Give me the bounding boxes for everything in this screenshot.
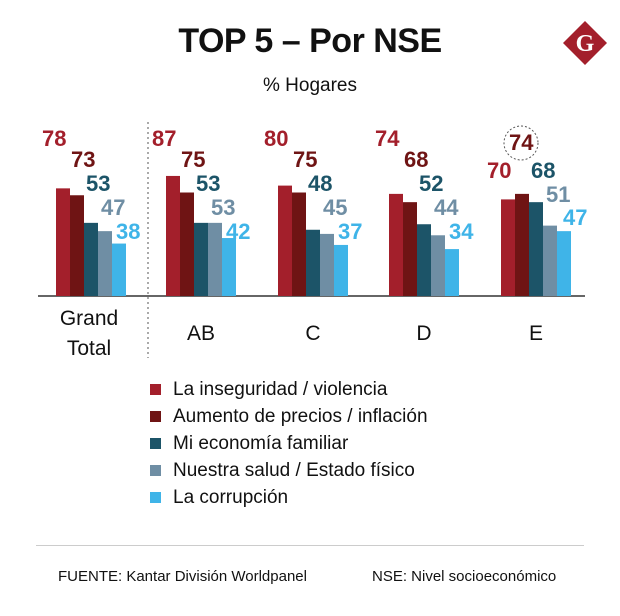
bar-chart: 7873534738GrandTotal8775535342AB80754845… bbox=[38, 122, 587, 360]
bar bbox=[56, 188, 70, 296]
data-label: 74 bbox=[509, 130, 534, 155]
data-label: 45 bbox=[323, 195, 347, 220]
bar bbox=[501, 199, 515, 296]
data-label: 68 bbox=[531, 158, 555, 183]
bar bbox=[543, 225, 557, 296]
bar bbox=[222, 238, 236, 296]
bar bbox=[557, 231, 571, 296]
data-label: 68 bbox=[404, 147, 428, 172]
bar bbox=[306, 229, 320, 296]
legend-label: Nuestra salud / Estado físico bbox=[173, 459, 415, 481]
chart-subtitle: % Hogares bbox=[263, 75, 357, 96]
x-tick-label: D bbox=[416, 322, 431, 345]
data-label: 44 bbox=[434, 195, 459, 220]
bar bbox=[334, 244, 348, 296]
bar bbox=[166, 175, 180, 296]
data-label: 47 bbox=[101, 195, 125, 220]
data-label: 74 bbox=[375, 126, 400, 151]
data-label: 78 bbox=[42, 126, 66, 151]
data-label: 53 bbox=[211, 195, 235, 220]
legend-item: Aumento de precios / inflación bbox=[150, 403, 428, 430]
data-label: 51 bbox=[546, 182, 570, 207]
bar bbox=[320, 233, 334, 296]
x-tick-label: E bbox=[529, 322, 543, 345]
data-label: 70 bbox=[487, 158, 511, 183]
nse-note: NSE: Nivel socioeconómico bbox=[372, 568, 557, 585]
data-label: 87 bbox=[152, 126, 176, 151]
data-label: 75 bbox=[293, 147, 317, 172]
bar bbox=[180, 192, 194, 296]
source-note: FUENTE: Kantar División Worldpanel bbox=[58, 568, 307, 585]
legend-label: Mi economía familiar bbox=[173, 432, 349, 454]
legend-swatch bbox=[150, 465, 161, 476]
bar bbox=[70, 195, 84, 296]
logo-letter: G bbox=[576, 31, 595, 57]
bar bbox=[417, 224, 431, 296]
legend-item: La inseguridad / violencia bbox=[150, 376, 428, 403]
bar bbox=[445, 249, 459, 296]
x-tick-label: Total bbox=[67, 337, 111, 360]
data-label: 52 bbox=[419, 171, 443, 196]
legend-swatch bbox=[150, 384, 161, 395]
legend-label: La corrupción bbox=[173, 486, 289, 508]
bar bbox=[208, 222, 222, 296]
data-label: 48 bbox=[308, 171, 332, 196]
x-tick-label: AB bbox=[187, 322, 215, 345]
data-label: 73 bbox=[71, 147, 95, 172]
data-label: 34 bbox=[449, 219, 474, 244]
brand-logo-icon: G bbox=[563, 21, 607, 65]
data-label: 47 bbox=[563, 205, 587, 230]
legend-item: Mi economía familiar bbox=[150, 430, 428, 457]
legend-item: Nuestra salud / Estado físico bbox=[150, 457, 428, 484]
bar bbox=[292, 192, 306, 296]
bar bbox=[278, 185, 292, 296]
legend-swatch bbox=[150, 492, 161, 503]
data-label: 80 bbox=[264, 126, 288, 151]
data-label: 38 bbox=[116, 219, 140, 244]
bar bbox=[84, 222, 98, 296]
legend-label: Aumento de precios / inflación bbox=[173, 405, 428, 427]
bar bbox=[403, 202, 417, 296]
annotation-circle bbox=[503, 125, 539, 161]
bar bbox=[529, 202, 543, 296]
legend: La inseguridad / violencia Aumento de pr… bbox=[150, 376, 428, 511]
data-label: 53 bbox=[196, 171, 220, 196]
data-label: 75 bbox=[181, 147, 205, 172]
bar bbox=[389, 193, 403, 296]
bar bbox=[515, 193, 529, 296]
data-label: 42 bbox=[226, 219, 250, 244]
bar bbox=[194, 222, 208, 296]
bar bbox=[112, 243, 126, 296]
legend-swatch bbox=[150, 438, 161, 449]
chart-title: TOP 5 – Por NSE bbox=[178, 22, 442, 60]
legend-label: La inseguridad / violencia bbox=[173, 378, 388, 400]
bar bbox=[98, 231, 112, 296]
x-tick-label: C bbox=[305, 322, 320, 345]
footer-divider bbox=[36, 545, 584, 546]
legend-item: La corrupción bbox=[150, 484, 428, 511]
bar bbox=[431, 235, 445, 296]
legend-swatch bbox=[150, 411, 161, 422]
data-label: 37 bbox=[338, 219, 362, 244]
data-label: 53 bbox=[86, 171, 110, 196]
x-tick-label: Grand bbox=[60, 307, 118, 330]
logo-diamond bbox=[563, 21, 607, 65]
